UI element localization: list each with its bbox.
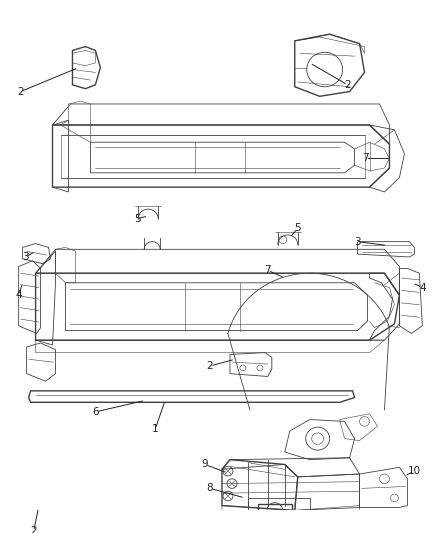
- Text: 6: 6: [92, 407, 99, 417]
- Text: 2: 2: [207, 361, 213, 371]
- Text: 3: 3: [22, 252, 29, 262]
- Text: 5: 5: [134, 214, 141, 224]
- Text: 2: 2: [18, 86, 24, 96]
- Text: 8: 8: [207, 483, 213, 494]
- Text: 3: 3: [354, 237, 361, 247]
- Text: 4: 4: [419, 282, 426, 293]
- Text: 2: 2: [30, 527, 37, 533]
- Text: 7: 7: [265, 265, 271, 276]
- Text: 2: 2: [344, 80, 351, 90]
- Text: 9: 9: [202, 459, 208, 470]
- Text: 5: 5: [294, 223, 301, 233]
- Text: 7: 7: [362, 154, 369, 164]
- Text: 1: 1: [152, 424, 159, 434]
- Text: 10: 10: [408, 466, 421, 476]
- Text: 4: 4: [15, 290, 22, 300]
